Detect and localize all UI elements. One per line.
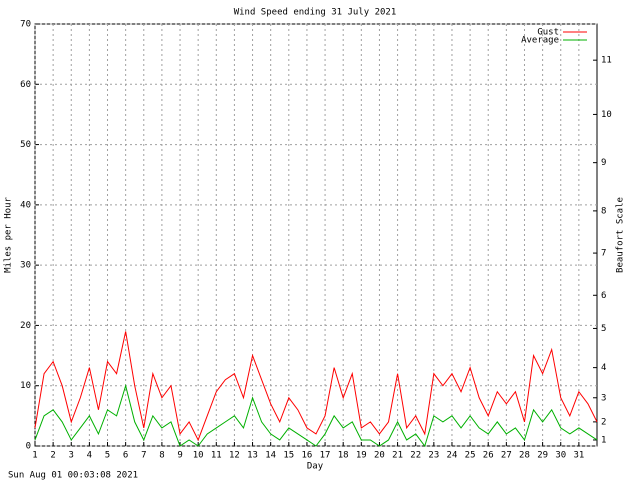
x-tick-label: 19 [356,451,367,461]
x-tick-label: 17 [320,451,331,461]
y-tick-label: 20 [20,321,31,331]
x-tick-label: 22 [410,451,421,461]
x-tick-label: 26 [483,451,494,461]
y2-tick-label: 4 [601,363,606,373]
x-tick-label: 14 [265,451,276,461]
x-tick-label: 25 [465,451,476,461]
y2-tick-label: 3 [601,393,606,403]
plot-frame [34,23,598,447]
x-tick-label: 10 [193,451,204,461]
x-axis-label: Day [307,462,324,472]
x-tick-label: 5 [105,451,110,461]
y-tick-label: 0 [26,442,31,452]
x-tick-label: 11 [211,451,222,461]
x-tick-label: 3 [69,451,74,461]
y2-axis-label: Beaufort Scale [616,197,626,273]
x-tick-label: 20 [374,451,385,461]
chart-title: Wind Speed ending 31 July 2021 [234,8,397,18]
y-tick-label: 60 [20,80,31,90]
y2-tick-label: 7 [601,249,606,259]
y-tick-label: 70 [20,20,31,30]
footer: Sun Aug 01 00:03:08 2021 [8,471,138,480]
x-tick-label: 21 [392,451,403,461]
x-tick-label: 28 [519,451,530,461]
series-line [34,383,598,448]
x-tick-label: 4 [87,451,92,461]
y-tick-label: 50 [20,140,31,150]
x-tick-label: 1 [32,451,37,461]
x-tick-label: 31 [573,451,584,461]
y2-tick-label: 9 [601,158,606,168]
x-tick-label: 13 [247,451,258,461]
y-tick-label: 10 [20,381,31,391]
y2-tick-label: 11 [601,56,612,66]
x-tick-label: 18 [338,451,349,461]
y-tick-label: 40 [20,200,31,210]
x-tick-label: 8 [159,451,164,461]
series-line [34,331,598,442]
y-tick-label: 30 [20,261,31,271]
legend-label: Gust [537,28,559,38]
x-tick-label: 7 [141,451,146,461]
x-tick-label: 23 [428,451,439,461]
y-axis-label: Miles per Hour [4,196,14,272]
x-tick-label: 30 [555,451,566,461]
y2-tick-label: 5 [601,324,606,334]
x-tick-label: 15 [283,451,294,461]
y2-tick-label: 6 [601,291,606,301]
x-tick-label: 29 [537,451,548,461]
y2-tick-label: 1 [601,435,606,445]
y2-tick-label: 8 [601,206,606,216]
x-tick-label: 9 [177,451,182,461]
x-tick-label: 12 [229,451,240,461]
x-tick-label: 2 [50,451,55,461]
x-tick-label: 16 [302,451,313,461]
x-tick-label: 24 [447,451,458,461]
legend-label: Average [521,36,559,46]
y2-tick-label: 10 [601,110,612,120]
x-tick-label: 6 [123,451,128,461]
x-tick-label: 27 [501,451,512,461]
y2-tick-label: 2 [601,417,606,427]
